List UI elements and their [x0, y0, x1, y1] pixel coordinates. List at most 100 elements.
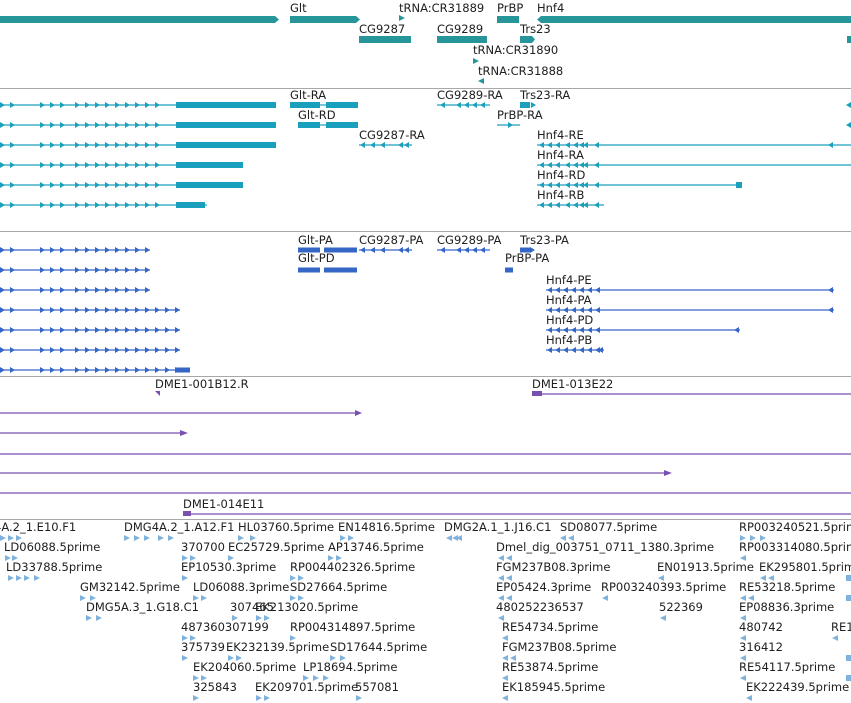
est-feature[interactable] [740, 595, 746, 601]
est-feature[interactable] [502, 695, 508, 701]
est-feature[interactable] [760, 575, 766, 581]
gene-glt[interactable] [290, 16, 356, 23]
est-feature[interactable] [236, 655, 242, 661]
est-feature[interactable] [498, 575, 504, 581]
est-feature[interactable] [336, 555, 342, 561]
est-feature[interactable] [158, 535, 164, 541]
est-feature[interactable] [0, 535, 6, 541]
est-feature[interactable] [740, 555, 746, 561]
est-feature[interactable] [846, 575, 851, 581]
est-feature[interactable] [506, 555, 512, 561]
transcript-glt-exon[interactable] [176, 122, 276, 128]
est-feature[interactable] [340, 655, 346, 661]
est-feature[interactable] [298, 595, 304, 601]
est-feature[interactable] [144, 535, 150, 541]
est-feature[interactable] [201, 595, 207, 601]
bac-dme1-014e11[interactable] [183, 511, 191, 516]
est-feature[interactable] [740, 635, 746, 641]
est-feature[interactable] [96, 615, 102, 621]
est-feature[interactable] [330, 655, 336, 661]
gene-cg9289[interactable] [437, 36, 487, 43]
est-feature[interactable] [168, 535, 174, 541]
est-feature[interactable] [760, 535, 766, 541]
exon-block[interactable] [324, 247, 357, 253]
exon-block[interactable] [290, 102, 320, 108]
est-feature[interactable] [182, 635, 188, 641]
est-feature[interactable] [502, 655, 508, 661]
est-feature[interactable] [250, 535, 256, 541]
est-feature[interactable] [134, 535, 140, 541]
est-feature[interactable] [748, 595, 754, 601]
est-feature[interactable] [298, 575, 304, 581]
est-feature[interactable] [846, 595, 851, 601]
est-feature[interactable] [124, 535, 130, 541]
est-feature[interactable] [5, 555, 11, 561]
est-feature[interactable] [340, 535, 346, 541]
est-feature[interactable] [264, 695, 270, 701]
est-feature[interactable] [602, 595, 608, 601]
est-feature[interactable] [80, 595, 86, 601]
est-feature[interactable] [290, 635, 296, 641]
est-feature[interactable] [846, 655, 851, 661]
est-feature[interactable] [182, 575, 188, 581]
est-feature[interactable] [740, 675, 746, 681]
est-feature[interactable] [328, 555, 334, 561]
est-feature[interactable] [190, 635, 196, 641]
est-feature[interactable] [506, 595, 512, 601]
est-feature[interactable] [303, 675, 309, 681]
est-feature[interactable] [228, 555, 234, 561]
gene-bar[interactable] [0, 16, 275, 23]
est-feature[interactable] [356, 695, 362, 701]
exon-block[interactable] [326, 102, 358, 108]
exon-block[interactable] [736, 182, 742, 188]
est-feature[interactable] [190, 555, 196, 561]
gene-hnf4[interactable] [537, 16, 851, 23]
est-feature[interactable] [313, 675, 319, 681]
est-feature[interactable] [256, 695, 262, 701]
est-feature[interactable] [498, 595, 504, 601]
est-feature[interactable] [846, 675, 851, 681]
est-feature[interactable] [502, 635, 508, 641]
est-feature[interactable] [660, 615, 666, 621]
est-feature[interactable] [446, 535, 452, 541]
transcript-glt-exon[interactable] [176, 142, 276, 148]
est-feature[interactable] [182, 655, 188, 661]
exon-block[interactable] [298, 267, 320, 273]
est-feature[interactable] [8, 575, 14, 581]
est-feature[interactable] [750, 535, 756, 541]
est-feature[interactable] [90, 595, 96, 601]
gene-trs23[interactable] [520, 36, 532, 43]
exon-block[interactable] [326, 122, 358, 128]
transcript-glt-exon[interactable] [176, 162, 243, 168]
transcript-glt-exon[interactable] [176, 202, 205, 208]
est-feature[interactable] [232, 615, 238, 621]
est-feature[interactable] [498, 555, 504, 561]
est-feature[interactable] [740, 655, 746, 661]
exon-block[interactable] [176, 367, 190, 373]
est-feature[interactable] [12, 555, 18, 561]
gene-prbp[interactable] [497, 16, 519, 23]
est-feature[interactable] [740, 535, 746, 541]
est-feature[interactable] [323, 675, 329, 681]
exon-block[interactable] [324, 267, 357, 273]
gene-trna-cr31889[interactable] [399, 15, 405, 21]
est-feature[interactable] [746, 695, 752, 701]
est-feature[interactable] [568, 535, 574, 541]
est-feature[interactable] [8, 535, 14, 541]
est-feature[interactable] [34, 575, 40, 581]
est-feature[interactable] [16, 535, 22, 541]
est-feature[interactable] [24, 575, 30, 581]
est-feature[interactable] [290, 575, 296, 581]
est-feature[interactable] [193, 675, 199, 681]
bac-dme1-013e22[interactable] [532, 391, 542, 396]
exon-block[interactable] [520, 102, 530, 108]
est-feature[interactable] [506, 575, 512, 581]
est-feature[interactable] [256, 615, 262, 621]
transcript-glt-exon[interactable] [176, 182, 243, 188]
est-feature[interactable] [16, 575, 22, 581]
est-feature[interactable] [228, 655, 234, 661]
exon-block[interactable] [520, 247, 530, 253]
gene-trna-cr31890[interactable] [473, 58, 479, 64]
est-feature[interactable] [740, 615, 746, 621]
exon-block[interactable] [298, 122, 320, 128]
